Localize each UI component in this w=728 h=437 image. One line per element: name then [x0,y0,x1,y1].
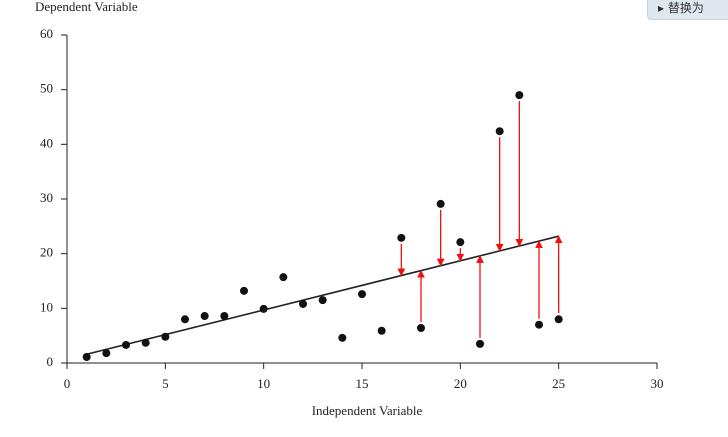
point [299,299,307,308]
point [200,311,209,320]
point [495,127,504,136]
y-tick-label: 60 [40,26,53,41]
x-tick-label: 0 [64,376,71,391]
y-tick-label: 0 [47,354,54,369]
point [122,340,130,349]
x-tick-label: 15 [356,376,369,391]
point [476,339,484,348]
point [220,311,229,320]
y-tick-label: 10 [40,299,53,314]
replace-button[interactable]: ▸ 替换为 [647,0,728,20]
point [181,315,189,324]
point [358,290,366,299]
y-tick-label: 40 [40,135,53,150]
point [240,286,248,295]
point [279,273,288,282]
point [515,91,524,100]
y-axis-label: Dependent Variable [35,0,138,14]
y-tick-label: 30 [40,190,53,205]
x-tick-label: 30 [651,376,664,391]
x-axis-label: Independent Variable [312,403,423,418]
point [338,333,347,342]
point [82,352,91,361]
x-tick-label: 5 [162,376,169,391]
point [436,199,445,208]
x-tick-label: 25 [552,376,565,391]
point [417,324,425,333]
point [456,238,465,247]
fit-line [86,235,559,356]
x-tick-label: 20 [454,376,467,391]
y-tick-label: 50 [40,81,53,96]
point [318,296,327,305]
point [397,233,406,242]
point [554,315,563,324]
y-tick-label: 20 [40,245,53,260]
x-tick-label: 10 [257,376,270,391]
point [535,320,543,329]
point [161,332,170,341]
point [102,349,111,358]
point [377,326,386,335]
point [259,304,268,313]
point [141,338,150,347]
